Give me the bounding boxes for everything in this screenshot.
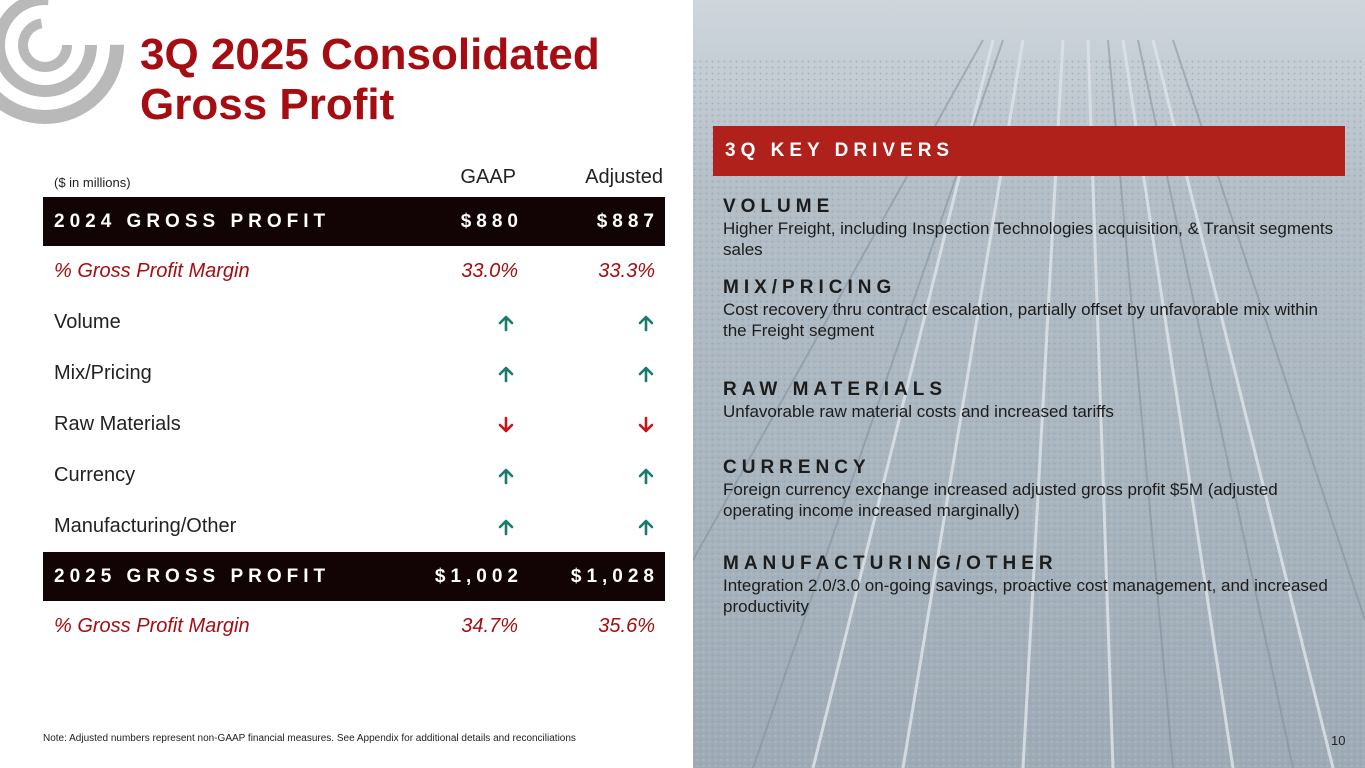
page-number: 10	[1331, 733, 1346, 748]
margin-2024-row: % Gross Profit Margin 33.0% 33.3%	[43, 246, 665, 297]
row-label: Manufacturing/Other	[54, 515, 237, 537]
gaap-value: 33.0%	[461, 260, 518, 282]
row-label: Raw Materials	[54, 413, 181, 435]
gross-profit-2024-row: 2024 GROSS PROFIT $880 $887	[43, 197, 665, 246]
row-label: 2024 GROSS PROFIT	[54, 210, 331, 232]
row-label: Mix/Pricing	[54, 362, 152, 384]
key-drivers-header: 3Q KEY DRIVERS	[713, 126, 1345, 176]
arrow-up-icon	[498, 468, 514, 484]
driver-text: Cost recovery thru contract escalation, …	[723, 300, 1318, 340]
adjusted-value: $1,028	[570, 565, 659, 587]
arrow-up-icon	[638, 468, 654, 484]
driver-title: CURRENCY	[723, 457, 871, 478]
driver-text: Integration 2.0/3.0 on-going savings, pr…	[723, 576, 1328, 616]
row-label: % Gross Profit Margin	[54, 615, 250, 637]
arrow-down-icon	[638, 416, 654, 432]
footnote: Note: Adjusted numbers represent non-GAA…	[43, 733, 576, 744]
arrow-up-icon	[498, 519, 514, 535]
gaap-direction	[497, 467, 515, 485]
driver-row: Manufacturing/Other	[43, 501, 665, 552]
company-logo	[0, 0, 124, 124]
row-label: % Gross Profit Margin	[54, 260, 250, 282]
gaap-column-header: GAAP	[460, 166, 516, 188]
gaap-value: $880	[460, 210, 523, 232]
driver-row: Mix/Pricing	[43, 348, 665, 399]
row-label: 2025 GROSS PROFIT	[54, 565, 331, 587]
gaap-value: 34.7%	[461, 615, 518, 637]
driver-manufacturing-other: MANUFACTURING/OTHER Integration 2.0/3.0 …	[723, 553, 1343, 617]
adjusted-direction	[637, 467, 655, 485]
adjusted-value: $887	[596, 210, 659, 232]
gaap-direction	[497, 416, 515, 434]
gross-profit-2025-row: 2025 GROSS PROFIT $1,002 $1,028	[43, 552, 665, 601]
adjusted-direction	[637, 416, 655, 434]
driver-currency: CURRENCY Foreign currency exchange incre…	[723, 457, 1343, 521]
driver-title: RAW MATERIALS	[723, 379, 948, 400]
driver-rows: Volume Mix/Pricing Raw Materials Currency Ma…	[43, 297, 665, 552]
arrow-up-icon	[498, 315, 514, 331]
adjusted-direction	[637, 365, 655, 383]
driver-row: Volume	[43, 297, 665, 348]
driver-mix-pricing: MIX/PRICING Cost recovery thru contract …	[723, 277, 1343, 341]
adjusted-column-header: Adjusted	[585, 166, 663, 188]
adjusted-value: 35.6%	[598, 615, 655, 637]
driver-row: Currency	[43, 450, 665, 501]
driver-row: Raw Materials	[43, 399, 665, 450]
driver-text: Higher Freight, including Inspection Tec…	[723, 219, 1334, 259]
margin-2025-row: % Gross Profit Margin 34.7% 35.6%	[43, 601, 665, 652]
arrow-up-icon	[638, 519, 654, 535]
driver-text: Unfavorable raw material costs and incre…	[723, 402, 1114, 421]
arrow-up-icon	[498, 366, 514, 382]
units-label: ($ in millions)	[54, 175, 131, 190]
row-label: Currency	[54, 464, 136, 486]
table-header: ($ in millions) GAAP Adjusted	[43, 160, 665, 197]
gaap-direction	[497, 518, 515, 536]
adjusted-direction	[637, 518, 655, 536]
adjusted-value: 33.3%	[598, 260, 655, 282]
arrow-up-icon	[638, 366, 654, 382]
driver-volume: VOLUME Higher Freight, including Inspect…	[723, 196, 1343, 260]
driver-title: MANUFACTURING/OTHER	[723, 553, 1058, 574]
arrow-up-icon	[638, 315, 654, 331]
driver-raw-materials: RAW MATERIALS Unfavorable raw material c…	[723, 379, 1343, 422]
driver-title: MIX/PRICING	[723, 277, 897, 298]
key-drivers-title: 3Q KEY DRIVERS	[725, 140, 955, 161]
driver-text: Foreign currency exchange increased adju…	[723, 480, 1278, 520]
gaap-value: $1,002	[434, 565, 523, 587]
row-label: Volume	[54, 311, 121, 333]
page-title: 3Q 2025 Consolidated Gross Profit	[140, 30, 600, 129]
driver-title: VOLUME	[723, 196, 835, 217]
gaap-direction	[497, 365, 515, 383]
gross-profit-table: ($ in millions) GAAP Adjusted 2024 GROSS…	[43, 160, 665, 652]
key-drivers-panel: 3Q KEY DRIVERS VOLUME Higher Freight, in…	[693, 0, 1365, 768]
adjusted-direction	[637, 314, 655, 332]
arrow-down-icon	[498, 416, 514, 432]
gaap-direction	[497, 314, 515, 332]
